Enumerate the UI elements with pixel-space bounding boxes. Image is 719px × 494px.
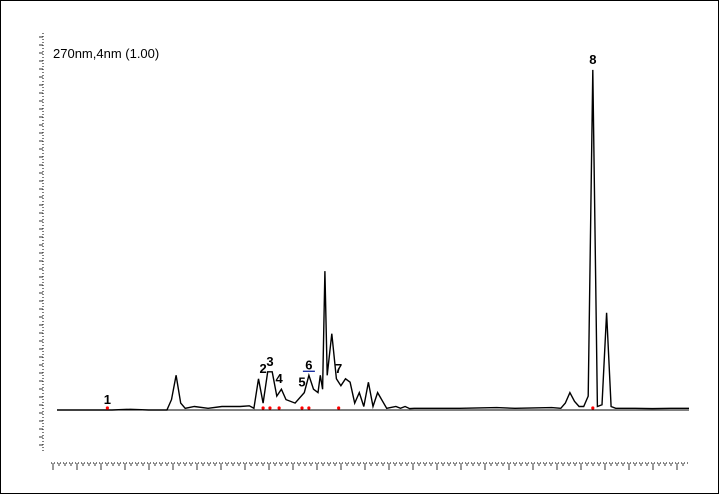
peak-label: 5 bbox=[298, 375, 305, 390]
chromatogram-trace bbox=[57, 69, 689, 411]
peak-label: 6 bbox=[305, 357, 312, 372]
y-axis bbox=[39, 33, 44, 453]
detector-label: 270nm,4nm (1.00) bbox=[53, 46, 159, 61]
integration-marker bbox=[268, 406, 272, 410]
peak-label: 1 bbox=[104, 392, 111, 407]
peak-label: 2 bbox=[259, 361, 266, 376]
peak-label: 4 bbox=[275, 371, 283, 386]
integration-marker bbox=[105, 406, 109, 410]
integration-marker bbox=[300, 406, 304, 410]
integration-marker bbox=[261, 406, 265, 410]
integration-marker bbox=[337, 406, 341, 410]
peak-label: 7 bbox=[335, 361, 342, 376]
x-axis bbox=[51, 462, 689, 470]
integration-marker bbox=[277, 406, 281, 410]
peak-label: 3 bbox=[266, 354, 273, 369]
integration-markers bbox=[105, 406, 595, 410]
peak-labels: 1 2 34 56 7 8 bbox=[104, 52, 597, 407]
integration-marker bbox=[591, 406, 595, 410]
peak-label: 8 bbox=[589, 52, 596, 67]
integration-marker bbox=[307, 406, 311, 410]
